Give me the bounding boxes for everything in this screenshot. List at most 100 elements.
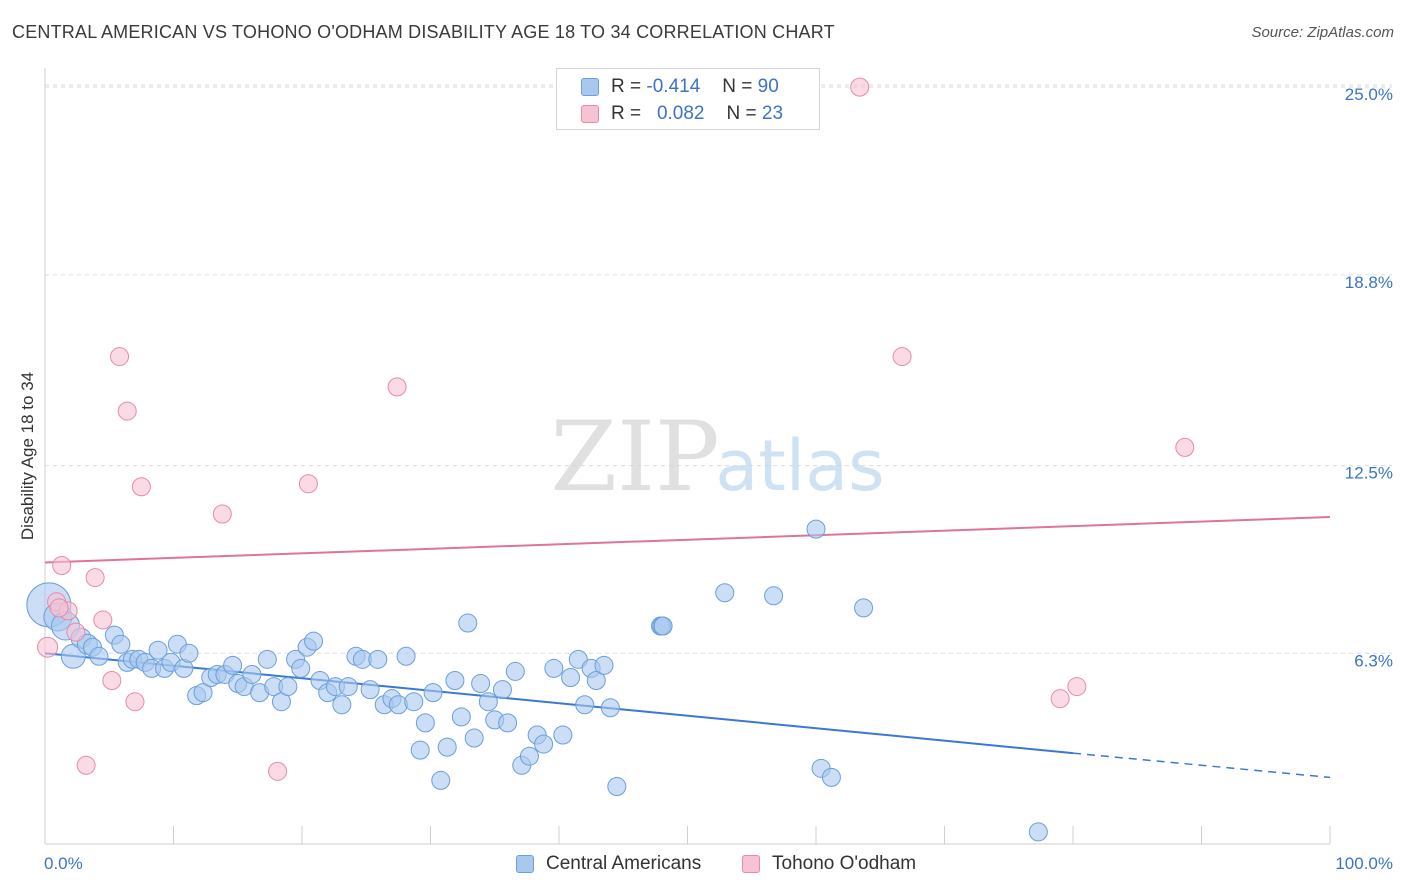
legend-swatch [581, 105, 599, 123]
point-tohono-oodham [850, 77, 870, 97]
point-central-americans [89, 646, 109, 666]
point-tohono-oodham [125, 692, 145, 712]
y-tick-label: 6.3% [1354, 651, 1393, 670]
bottom-legend-central-americans: Central Americans [516, 852, 701, 876]
point-central-americans [111, 634, 131, 654]
point-central-americans [278, 677, 298, 697]
point-central-americans [498, 713, 518, 733]
point-central-americans [764, 586, 784, 606]
trend-line-central-americans-extrapolated [1072, 752, 1331, 779]
point-tohono-oodham [102, 671, 122, 691]
point-central-americans [360, 680, 380, 700]
point-tohono-oodham [387, 377, 407, 397]
point-central-americans [561, 667, 581, 687]
y-tick-label: 12.5% [1345, 464, 1393, 483]
point-central-americans [396, 646, 416, 666]
point-central-americans [534, 734, 554, 754]
point-central-americans [431, 770, 451, 790]
point-central-americans [1028, 822, 1048, 842]
point-central-americans [368, 649, 388, 669]
point-central-americans [586, 671, 606, 691]
point-central-americans [223, 655, 243, 675]
point-tohono-oodham [52, 555, 72, 575]
point-tohono-oodham [212, 504, 232, 524]
point-central-americans [332, 695, 352, 715]
bottom-legend-swatch [742, 855, 760, 873]
data-points [26, 77, 1195, 842]
point-central-americans [458, 613, 478, 633]
legend-n-label: N = [726, 103, 757, 124]
legend-row-tohono-oodham: R = 0.082 N = 23 [581, 101, 783, 127]
point-central-americans [854, 598, 874, 618]
point-tohono-oodham [131, 477, 151, 497]
watermark: ZIP atlas [550, 401, 884, 513]
point-central-americans [242, 664, 262, 684]
legend-n-value: 23 [761, 103, 784, 124]
point-central-americans [257, 649, 277, 669]
legend-row-central-americans: R = -0.414 N = 90 [581, 74, 779, 100]
point-tohono-oodham [298, 474, 318, 494]
point-central-americans [715, 583, 735, 603]
point-central-americans [544, 658, 564, 678]
point-tohono-oodham [268, 761, 288, 781]
chart-title: CENTRAL AMERICAN VS TOHONO O'ODHAM DISAB… [12, 22, 835, 42]
point-central-americans [451, 707, 471, 727]
point-central-americans [148, 640, 168, 660]
point-central-americans [519, 746, 539, 766]
y-tick-label: 25.0% [1345, 85, 1393, 104]
point-central-americans [806, 519, 826, 539]
legend-r-label: R = [611, 76, 642, 97]
point-central-americans [404, 692, 424, 712]
axes [44, 68, 1331, 845]
source-label: Source: ZipAtlas.com [1251, 24, 1394, 41]
point-central-americans [179, 643, 199, 663]
point-tohono-oodham [49, 598, 69, 618]
legend-n-value: 90 [757, 76, 779, 97]
point-central-americans [568, 649, 588, 669]
point-central-americans [388, 695, 408, 715]
bottom-legend-tohono-oodham: Tohono O'odham [742, 852, 916, 876]
point-central-americans [653, 616, 673, 636]
point-tohono-oodham [66, 622, 86, 642]
point-tohono-oodham [37, 636, 59, 658]
point-tohono-oodham [1067, 677, 1087, 697]
trend-lines [44, 516, 1331, 779]
bottom-legend-label: Central Americans [546, 853, 702, 874]
x-tick-label: 0.0% [44, 854, 83, 873]
y-tick-label: 18.8% [1345, 273, 1393, 292]
point-tohono-oodham [110, 347, 130, 367]
point-central-americans [607, 776, 627, 796]
legend-n-label: N = [722, 76, 753, 97]
point-tohono-oodham [892, 347, 912, 367]
legend-r-value: 0.082 [656, 103, 705, 124]
bottom-legend-swatch [516, 855, 534, 873]
point-central-americans [492, 680, 512, 700]
watermark-atlas: atlas [715, 425, 884, 507]
point-tohono-oodham [76, 755, 96, 775]
point-central-americans [410, 740, 430, 760]
tick-labels: 6.3% 12.5% 18.8% 25.0% 0.0% 100.0% [44, 85, 1393, 873]
point-central-americans [594, 655, 614, 675]
point-central-americans [338, 677, 358, 697]
point-central-americans [445, 671, 465, 691]
point-central-americans [600, 698, 620, 718]
point-tohono-oodham [1050, 689, 1070, 709]
point-central-americans [471, 674, 491, 694]
point-central-americans [437, 737, 457, 757]
point-central-americans [423, 683, 443, 703]
point-tohono-oodham [117, 401, 137, 421]
point-central-americans [553, 725, 573, 745]
bottom-legend-label: Tohono O'odham [772, 853, 917, 874]
point-tohono-oodham [1175, 437, 1195, 457]
point-central-americans [304, 631, 324, 651]
point-central-americans [291, 658, 311, 678]
point-central-americans [575, 695, 595, 715]
grid-lines [45, 84, 1392, 654]
point-tohono-oodham [93, 610, 113, 630]
x-tick-label: 100.0% [1335, 854, 1393, 873]
watermark-zip: ZIP [550, 401, 719, 513]
point-central-americans [821, 767, 841, 787]
point-central-americans [193, 683, 213, 703]
point-central-americans [505, 661, 525, 681]
